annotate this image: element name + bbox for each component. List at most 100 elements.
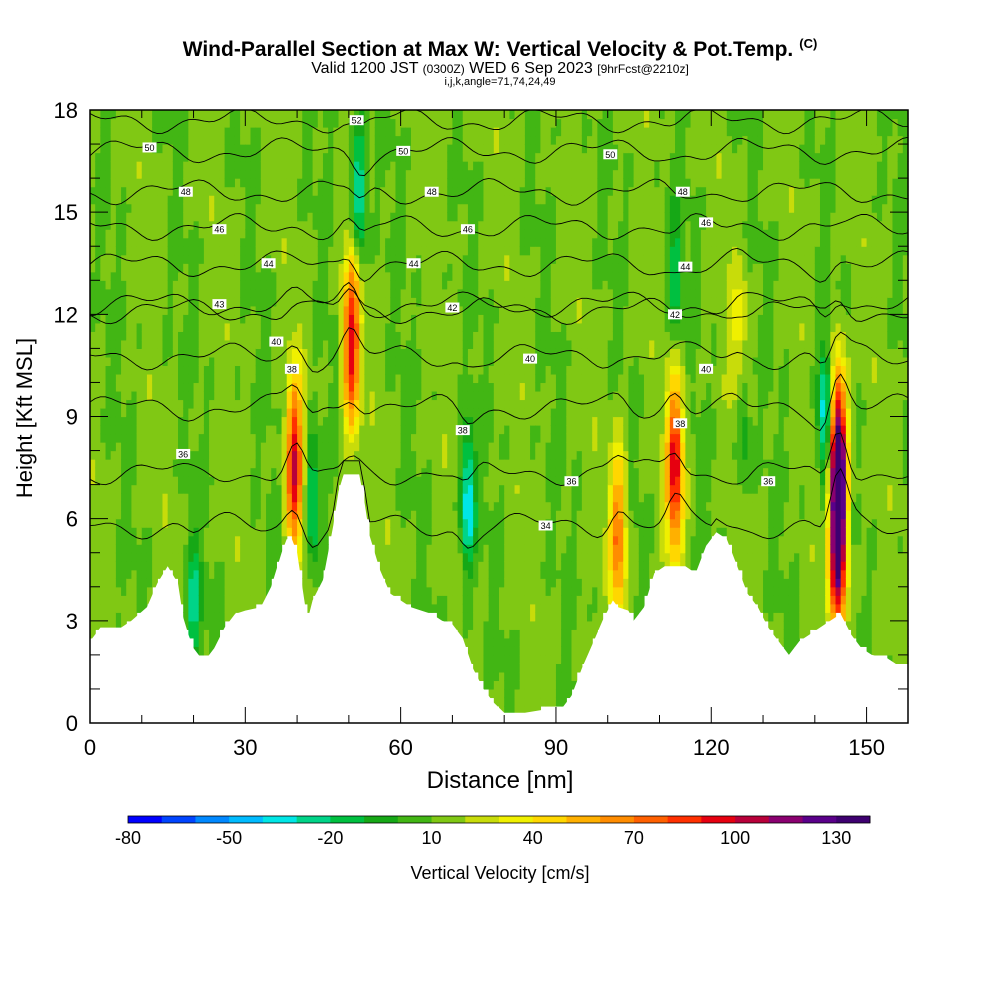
velocity-cell: [359, 212, 365, 222]
velocity-cell: [369, 297, 376, 307]
velocity-cell: [115, 229, 122, 239]
velocity-cell: [509, 152, 516, 162]
velocity-cell: [343, 246, 350, 256]
velocity-cell: [234, 407, 241, 418]
velocity-cell: [499, 322, 505, 332]
velocity-cell: [338, 229, 345, 239]
velocity-cell: [519, 484, 526, 494]
velocity-cell: [198, 356, 205, 367]
velocity-cell: [447, 356, 454, 367]
velocity-cell: [416, 595, 422, 605]
velocity-cell: [183, 305, 189, 315]
velocity-cell: [214, 518, 221, 528]
velocity-cell: [172, 186, 179, 196]
velocity-cell: [447, 144, 454, 154]
velocity-cell: [276, 382, 283, 392]
velocity-cell: [229, 603, 236, 613]
velocity-cell: [126, 348, 133, 358]
velocity-cell: [115, 220, 122, 230]
velocity-cell: [307, 305, 314, 315]
velocity-cell: [390, 254, 397, 264]
velocity-cell: [178, 263, 184, 273]
velocity-cell: [421, 518, 428, 528]
velocity-cell: [131, 535, 138, 545]
velocity-cell: [426, 450, 433, 460]
velocity-cell: [467, 356, 474, 367]
velocity-cell: [100, 416, 107, 426]
velocity-cell: [110, 254, 117, 264]
chart-indices-line: i,j,k,angle=71,74,24,49: [444, 76, 556, 88]
velocity-cell: [224, 178, 231, 188]
velocity-cell: [400, 186, 407, 196]
velocity-cell: [312, 390, 319, 401]
velocity-cell: [209, 331, 215, 341]
velocity-cell: [110, 450, 117, 460]
velocity-cell: [504, 399, 510, 409]
velocity-cell: [442, 501, 448, 511]
velocity-cell: [354, 178, 360, 188]
velocity-cell: [519, 186, 526, 196]
velocity-cell: [307, 271, 314, 281]
velocity-cell: [426, 510, 433, 520]
velocity-cell: [473, 322, 479, 332]
velocity-cell: [499, 629, 505, 639]
velocity-cell: [369, 246, 376, 256]
velocity-cell: [307, 535, 314, 545]
velocity-cell: [229, 152, 236, 162]
velocity-cell: [369, 254, 376, 264]
velocity-cell: [354, 322, 360, 332]
velocity-cell: [141, 442, 148, 452]
velocity-cell: [519, 612, 526, 622]
velocity-cell: [302, 271, 309, 281]
velocity-cell: [203, 322, 210, 332]
velocity-cell: [322, 382, 329, 392]
velocity-cell: [178, 246, 184, 256]
velocity-cell: [317, 331, 324, 341]
velocity-cell: [152, 484, 158, 494]
velocity-cell: [478, 620, 485, 630]
velocity-cell: [483, 161, 490, 171]
velocity-cell: [519, 144, 526, 154]
velocity-cell: [483, 356, 490, 367]
velocity-cell: [426, 195, 433, 205]
velocity-cell: [240, 365, 246, 375]
velocity-cell: [509, 220, 516, 230]
velocity-cell: [317, 356, 324, 367]
velocity-cell: [333, 254, 340, 264]
velocity-cell: [322, 297, 329, 307]
velocity-cell: [514, 654, 521, 664]
velocity-cell: [421, 297, 428, 307]
velocity-cell: [126, 161, 133, 171]
velocity-cell: [436, 501, 443, 511]
chart-title: Wind-Parallel Section at Max W: Vertical…: [182, 36, 818, 61]
velocity-cell: [504, 612, 510, 622]
velocity-cell: [514, 229, 521, 239]
velocity-cell: [390, 416, 397, 426]
velocity-cell: [297, 407, 303, 418]
velocity-cell: [452, 382, 459, 392]
velocity-cell: [519, 373, 526, 384]
velocity-cell: [266, 288, 272, 298]
velocity-cell: [504, 688, 510, 699]
velocity-cell: [178, 237, 184, 247]
velocity-cell: [105, 373, 112, 384]
velocity-cell: [462, 510, 469, 520]
velocity-cell: [193, 561, 200, 571]
velocity-cell: [162, 407, 169, 418]
velocity-cell: [157, 365, 164, 375]
velocity-cell: [379, 407, 386, 418]
velocity-cell: [152, 195, 158, 205]
velocity-cell: [488, 186, 495, 196]
velocity-cell: [317, 322, 324, 332]
velocity-cell: [229, 280, 236, 290]
velocity-cell: [167, 416, 174, 426]
velocity-cell: [90, 586, 96, 596]
velocity-cell: [416, 186, 422, 196]
velocity-cell: [348, 390, 355, 401]
velocity-cell: [509, 297, 516, 307]
velocity-cell: [524, 220, 531, 230]
velocity-cell: [478, 390, 485, 401]
velocity-cell: [426, 416, 433, 426]
velocity-cell: [152, 544, 158, 554]
velocity-cell: [369, 314, 376, 324]
